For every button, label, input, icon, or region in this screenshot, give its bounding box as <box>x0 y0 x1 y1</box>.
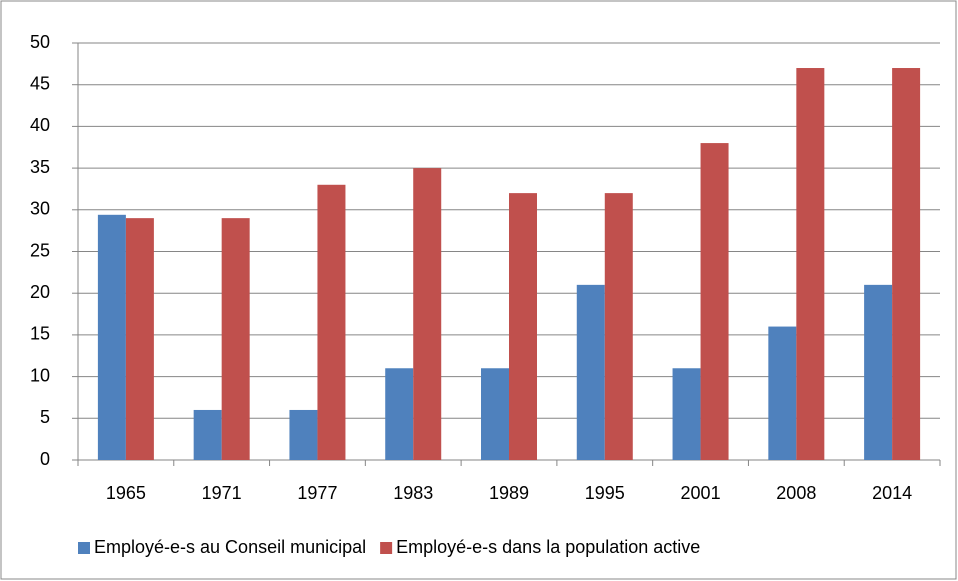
legend-label: Employé-e-s au Conseil municipal <box>94 537 366 557</box>
x-tick-label: 1983 <box>393 483 433 503</box>
bar <box>576 284 605 460</box>
x-tick-label: 1995 <box>585 483 625 503</box>
x-tick-label: 1977 <box>297 483 337 503</box>
legend-swatch <box>380 542 393 554</box>
bar <box>289 409 318 460</box>
y-tick-label: 35 <box>30 157 50 177</box>
bar <box>672 368 701 460</box>
y-tick-label: 45 <box>30 73 50 93</box>
y-tick-label: 10 <box>30 365 50 385</box>
y-tick-label: 50 <box>30 32 50 52</box>
x-tick-label: 2014 <box>872 483 912 503</box>
x-tick-label: 1971 <box>202 483 242 503</box>
bar <box>193 409 222 460</box>
bar <box>481 368 509 460</box>
y-tick-label: 0 <box>40 449 50 469</box>
bar <box>221 218 250 460</box>
bar <box>413 168 442 460</box>
legend-label: Employé-e-s dans la population active <box>396 537 700 557</box>
y-tick-label: 15 <box>30 324 50 344</box>
bar <box>768 326 797 460</box>
bar <box>125 218 154 460</box>
x-tick-label: 2008 <box>776 483 816 503</box>
x-tick-label: 1989 <box>489 483 529 503</box>
bar <box>509 193 537 460</box>
legend-swatch <box>78 542 90 554</box>
x-tick-label: 1965 <box>106 483 146 503</box>
bar <box>864 284 893 460</box>
y-tick-label: 30 <box>30 199 50 219</box>
bar <box>385 368 414 460</box>
y-tick-label: 25 <box>30 240 50 260</box>
y-tick-label: 20 <box>30 282 50 302</box>
bar <box>700 143 729 460</box>
x-tick-label: 2001 <box>681 483 721 503</box>
bar <box>97 214 126 460</box>
bar <box>604 193 633 460</box>
bar <box>317 184 346 460</box>
y-tick-label: 5 <box>40 407 50 427</box>
y-tick-label: 40 <box>30 115 50 135</box>
bar <box>892 68 921 461</box>
bar <box>796 68 825 461</box>
